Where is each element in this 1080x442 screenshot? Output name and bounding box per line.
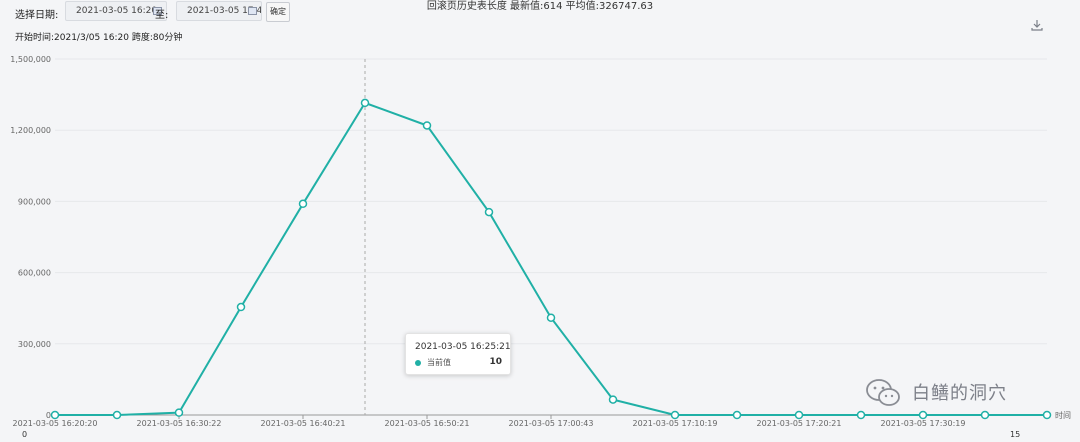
- x-tick-label: 2021-03-05 16:50:21: [385, 419, 470, 428]
- x-axis-name: 时间: [1055, 410, 1071, 420]
- series-line: [55, 101, 1047, 416]
- data-point: [794, 410, 804, 420]
- data-point: [732, 410, 742, 420]
- datazoom-start-label: 0: [22, 430, 28, 439]
- data-point: [608, 395, 618, 404]
- date-label: 选择日期:: [15, 10, 59, 21]
- x-tick-label: 2021-03-05 16:40:21: [261, 419, 346, 428]
- tooltip: 2021-03-05 16:25:21 当前值 10: [405, 333, 511, 375]
- data-point: [918, 410, 928, 420]
- data-point: [546, 313, 556, 322]
- y-tick-label: 1,500,000: [10, 55, 51, 64]
- watermark-text: 白鳝的洞穴: [912, 383, 1007, 404]
- wechat-icon: [866, 379, 900, 406]
- datazoom-end-label: 15: [1010, 430, 1021, 439]
- start-info: 开始时间:2021/3/05 16:20 跨度:80分钟: [15, 33, 183, 43]
- x-tick-label: 2021-03-05 17:20:21: [757, 419, 842, 428]
- start-date-value: 2021-03-05 16:20: [76, 6, 158, 16]
- tooltip-series-name: 当前值: [427, 358, 451, 367]
- data-point: [236, 302, 246, 312]
- data-point: [980, 410, 990, 420]
- to-label: 至:: [155, 10, 169, 21]
- x-tick-label: 2021-03-05 16:30:22: [137, 419, 222, 428]
- data-point: [484, 207, 494, 217]
- x-tick-label: 2021-03-05 17:00:43: [509, 419, 594, 428]
- data-point: [50, 410, 60, 420]
- data-point: [360, 98, 370, 108]
- data-point: [112, 410, 122, 420]
- data-point: [422, 121, 432, 130]
- y-tick-label: 600,000: [18, 269, 51, 278]
- confirm-button[interactable]: 确定: [266, 2, 290, 22]
- x-tick-label: 2021-03-05 17:30:19: [881, 419, 966, 428]
- end-date-value: 2021-03-05 17:40: [187, 6, 262, 16]
- y-tick-label: 0: [46, 411, 51, 420]
- end-date-input[interactable]: 2021-03-05 17:40: [176, 1, 262, 21]
- calendar-icon[interactable]: [248, 7, 257, 15]
- series-marker-icon: [415, 360, 421, 366]
- data-point: [1042, 410, 1052, 420]
- data-point: [856, 410, 866, 420]
- y-tick-label: 900,000: [18, 197, 51, 206]
- y-tick-label: 1,200,000: [10, 126, 51, 135]
- data-point: [670, 410, 680, 420]
- x-tick-label: 2021-03-05 17:10:19: [633, 419, 718, 428]
- download-icon[interactable]: [1030, 18, 1044, 32]
- data-point: [174, 408, 184, 417]
- toolbar: 选择日期: 2021-03-05 16:20 至: 2021-03-05 17:…: [0, 0, 1080, 28]
- y-tick-label: 300,000: [18, 340, 51, 349]
- data-point: [298, 199, 308, 209]
- chart-title: 回滚页历史表长度 最新值:614 平均值:326747.63: [426, 1, 654, 12]
- tooltip-time: 2021-03-05 16:25:21: [415, 342, 511, 352]
- start-date-input[interactable]: 2021-03-05 16:20: [65, 1, 167, 21]
- x-tick-label: 2021-03-05 16:20:20: [13, 419, 98, 428]
- calendar-icon[interactable]: [153, 7, 162, 15]
- tooltip-value: 10: [489, 357, 502, 367]
